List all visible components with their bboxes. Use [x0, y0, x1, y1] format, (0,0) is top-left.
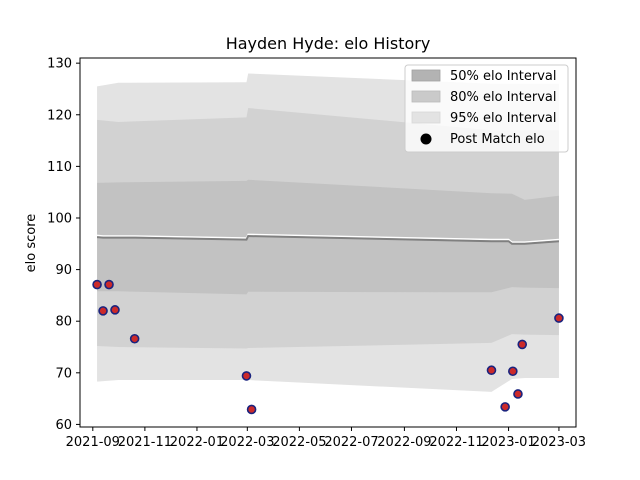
x-tick-label: 2023-03 [532, 435, 586, 450]
y-axis-title: elo score [24, 214, 39, 273]
data-point [92, 279, 102, 290]
legend-marker-points [420, 133, 432, 145]
x-tick-label: 2022-07 [324, 435, 378, 450]
y-tick-label: 120 [47, 108, 72, 123]
data-point [517, 339, 528, 350]
x-tick-label: 2022-05 [272, 435, 326, 450]
y-tick-label: 100 [47, 211, 72, 226]
data-point [246, 404, 257, 415]
legend-label-points: Post Match elo [450, 132, 545, 147]
data-point [486, 365, 497, 376]
data-point [508, 366, 518, 377]
x-tick-label: 2021-09 [66, 435, 120, 450]
y-tick-label: 80 [55, 315, 72, 330]
x-tick-label: 2022-03 [220, 435, 274, 450]
legend-frame [404, 64, 569, 153]
x-tick-label: 2023-01 [481, 435, 535, 450]
data-point [110, 305, 120, 315]
y-tick-label: 60 [55, 418, 72, 433]
legend: 50% elo Interval 80% elo Interval 95% el… [404, 64, 569, 153]
legend-swatch-50 [411, 69, 441, 82]
x-tick-label: 2022-09 [377, 435, 431, 450]
legend-label-95: 95% elo Interval [450, 111, 557, 126]
y-tick-label: 70 [55, 366, 72, 381]
y-tick-label: 110 [47, 160, 72, 175]
data-point [554, 313, 564, 323]
x-tick-label: 2022-01 [170, 435, 224, 450]
data-point [98, 306, 108, 316]
chart-title: Hayden Hyde: elo History [226, 34, 431, 53]
y-tick-label: 130 [47, 57, 72, 72]
y-tick-label: 90 [55, 263, 72, 278]
legend-swatch-95 [411, 111, 441, 124]
mean-line-highlight [97, 233, 559, 243]
plot-area [92, 73, 564, 415]
mean-line [96, 235, 560, 245]
data-point [129, 333, 140, 344]
data-point [104, 279, 114, 290]
data-point [500, 402, 510, 412]
x-tick-label: 2021-11 [118, 435, 172, 450]
legend-label-80: 80% elo Interval [450, 90, 557, 105]
legend-label-50: 50% elo Interval [450, 69, 557, 84]
legend-swatch-80 [411, 90, 441, 103]
axes-frame [79, 57, 577, 428]
x-tick-label: 2022-11 [429, 435, 483, 450]
data-point [241, 371, 252, 381]
data-point [513, 389, 523, 399]
axes: 2021-092021-112022-012022-032022-052022-… [47, 57, 586, 450]
